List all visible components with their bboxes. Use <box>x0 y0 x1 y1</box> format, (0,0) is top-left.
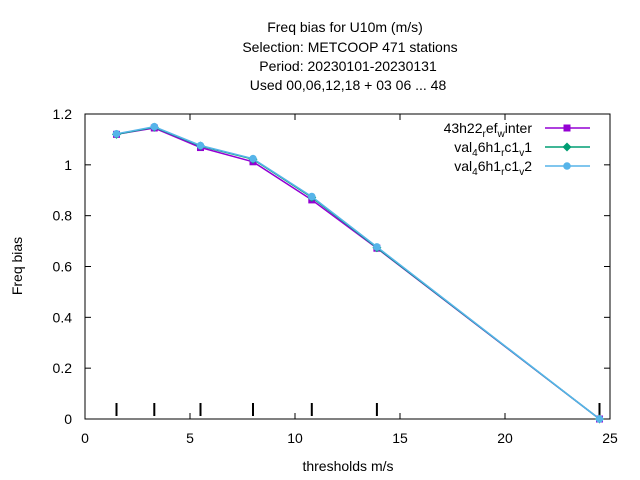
axes: 0 5 10 15 20 25 0 0.2 0.4 0.6 0.8 1 1.2 <box>53 106 618 446</box>
legend-swatch-marker <box>563 162 571 170</box>
title-line-4: Used 00,06,12,18 + 03 06 ... 48 <box>250 77 447 93</box>
legend-label-part: val <box>454 158 472 174</box>
y-tick-label: 0 <box>64 411 72 427</box>
threshold-markers <box>115 403 601 416</box>
x-tick-label: 15 <box>392 430 408 446</box>
legend-label-part: 2 <box>524 158 532 174</box>
legend-label-part: 43h22 <box>444 120 483 136</box>
series-group <box>112 122 604 424</box>
legend-entry-1: 43h22refwinter <box>444 120 590 140</box>
chart-title: Freq bias for U10m (m/s) Selection: METC… <box>242 19 457 93</box>
y-tick-label: 0.4 <box>53 309 73 325</box>
legend-entry-2: val46h1rc1v1 <box>454 139 590 159</box>
legend-label-part: r <box>501 167 505 178</box>
legend-entry-3: val46h1rc1v2 <box>454 158 590 178</box>
legend-label-part: c1 <box>504 139 519 155</box>
title-line-3: Period: 20230101-20230131 <box>259 58 437 74</box>
legend-swatch-marker <box>562 142 572 152</box>
y-tick-label: 0.6 <box>53 259 73 275</box>
legend-label-part: val <box>454 139 472 155</box>
legend-label-part: r <box>501 148 505 159</box>
x-tick-label: 25 <box>602 430 618 446</box>
legend-label-part: 4 <box>472 167 478 178</box>
data-point <box>112 130 121 138</box>
series-3 <box>112 122 604 423</box>
legend-label-part: v <box>519 148 524 159</box>
data-point <box>308 192 316 201</box>
legend-label-part: v <box>519 167 524 178</box>
legend-label-part: 4 <box>472 148 478 159</box>
y-tick-label: 1.2 <box>53 106 73 122</box>
legend-label-part: w <box>497 129 506 140</box>
data-point <box>150 122 159 131</box>
x-tick-label: 5 <box>186 430 194 446</box>
legend-label-part: ef <box>486 120 498 136</box>
x-axis-label: thresholds m/s <box>302 458 393 474</box>
x-tick-label: 20 <box>497 430 513 446</box>
title-line-2: Selection: METCOOP 471 stations <box>242 39 457 55</box>
title-line-1: Freq bias for U10m (m/s) <box>267 19 423 35</box>
legend-label: 43h22refwinter <box>444 120 533 140</box>
y-tick-label: 0.2 <box>53 360 73 376</box>
x-tick-label: 10 <box>287 430 303 446</box>
y-axis-label: Freq bias <box>9 237 25 295</box>
y-tick-label: 0.8 <box>53 208 73 224</box>
data-point <box>373 243 381 251</box>
legend-swatch-marker <box>563 124 571 132</box>
legend-label-part: c1 <box>504 158 519 174</box>
legend-label-part: 6h1 <box>478 158 502 174</box>
y-tick-label: 1 <box>64 157 72 173</box>
legend-label-part: inter <box>505 120 533 136</box>
legend-label: val46h1rc1v2 <box>454 158 532 178</box>
legend-label-part: 1 <box>524 139 532 155</box>
data-point <box>595 415 604 423</box>
legend-label-part: r <box>483 129 487 140</box>
data-point <box>249 154 257 163</box>
data-point <box>196 141 205 150</box>
x-tick-label: 0 <box>81 430 89 446</box>
legend-label-part: 6h1 <box>478 139 502 155</box>
legend-label: val46h1rc1v1 <box>454 139 532 159</box>
